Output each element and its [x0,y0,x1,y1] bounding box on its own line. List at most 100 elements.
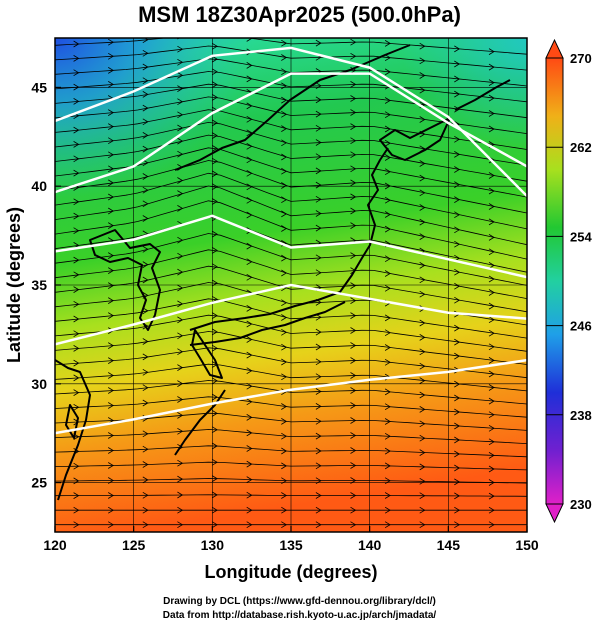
streamline-arrow [281,68,288,76]
streamline-arrow [454,75,461,83]
streamline-arrow [384,111,391,119]
streamline-arrow [454,296,461,304]
streamline-arrow [315,358,322,366]
streamline-arrow [384,521,391,529]
streamline-arrow [350,432,357,439]
streamline-arrow [73,198,80,206]
streamline-arrow [419,189,426,197]
streamline-arrow [211,157,218,165]
streamline-arrow [73,448,80,455]
streamline-arrow [73,256,80,264]
streamline-arrow [384,329,391,337]
streamline-arrow [177,205,184,212]
streamline-arrow [419,116,426,123]
y-tick-label: 45 [31,79,47,95]
streamline-arrow [454,151,461,158]
streamline-arrow [384,462,391,470]
streamline-arrow [211,94,218,101]
colorbar-bottom-arrow [545,503,564,524]
streamline-arrow [454,282,461,290]
colorbar-body [545,57,564,505]
streamline-arrow [177,72,184,79]
streamline-arrow [488,521,495,529]
streamline-arrow [142,353,149,361]
streamline-arrow [73,389,80,396]
streamline-arrow [384,40,391,47]
streamline-arrow [454,90,461,98]
streamline-arrow [488,424,495,432]
streamline-arrow [177,284,184,292]
streamline-arrow [211,491,218,499]
streamline-arrow [454,422,461,430]
streamline-arrow [350,207,357,215]
streamline-arrow [315,195,322,203]
streamline-arrow [142,186,149,194]
streamline-arrow [454,436,461,444]
streamline-arrow [107,297,114,304]
streamline-arrow [419,420,426,428]
streamline-arrow [73,477,80,485]
streamline-arrow [142,145,149,153]
streamline-arrow [281,432,288,440]
streamline-arrow [73,227,80,235]
streamline-arrow [73,462,80,470]
streamline-arrow [246,476,253,483]
streamline-arrow [246,258,253,266]
streamline-arrow [454,521,461,529]
streamline-arrow [350,38,357,46]
streamline-arrow [454,380,461,388]
streamline-arrow [488,172,495,179]
streamline-arrow [384,54,391,62]
streamline-arrow [246,382,253,390]
streamline-arrow [211,393,218,401]
streamline-arrow [488,234,495,241]
isotherm-line [55,46,527,197]
streamline-arrow [107,252,114,259]
y-tick-label: 40 [31,178,47,194]
streamline-arrow [315,417,322,425]
streamline-arrow [211,442,218,450]
streamline-arrow [384,447,391,455]
streamline-arrow [384,225,391,233]
streamline-arrow [142,491,149,499]
streamline-arrow [246,506,253,514]
credit-data: Data from http://database.rish.kyoto-u.a… [162,610,437,621]
streamline-arrow [350,193,357,201]
streamline-arrow [350,297,357,304]
streamline-arrow [107,521,114,529]
streamline-arrow [419,391,426,399]
streamline-arrow [281,492,288,499]
streamline-arrow [350,267,357,274]
streamline-arrow [107,387,114,394]
streamline-arrow [177,164,184,171]
streamline-arrow [454,352,461,360]
streamline-arrow [107,342,114,349]
streamline-arrow [488,94,495,102]
streamline-arrow [384,270,391,277]
streamline-arrow [107,123,114,130]
isotherm-contours [55,46,527,435]
coastlines [55,44,511,501]
streamline [55,380,527,405]
streamline-arrow [384,284,391,292]
streamline-arrow [281,110,288,118]
streamline-arrow [419,434,426,442]
streamline-arrow [246,351,253,359]
streamline-arrow [211,145,218,152]
streamline-arrow [211,506,218,514]
streamline-arrow [384,139,391,147]
streamline-arrow [246,183,253,191]
streamline-arrow [246,521,253,529]
streamline-arrow [246,305,253,312]
streamline-arrow [315,343,322,351]
streamline-arrow [488,248,495,256]
streamline-arrow [107,109,114,116]
streamline-arrow [177,124,184,132]
streamline-arrow [488,48,495,55]
streamline-arrow [350,52,357,60]
x-tick-label: 125 [122,537,146,553]
colorbar-tick-label: 230 [570,497,592,512]
streamline-arrow [107,38,114,46]
streamline-arrow [246,142,253,150]
streamline-arrow [350,387,357,394]
